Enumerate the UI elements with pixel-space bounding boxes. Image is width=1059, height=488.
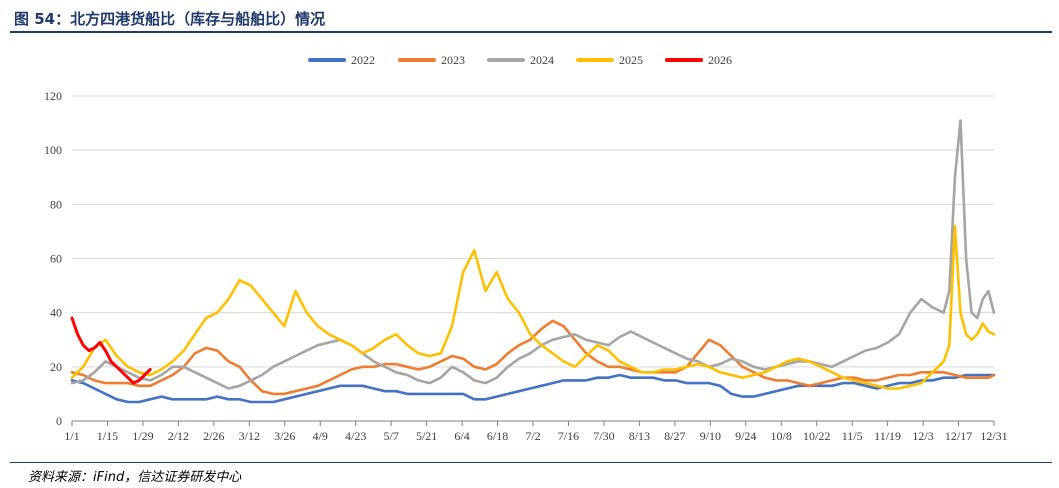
y-tick-label: 0 — [56, 414, 62, 428]
x-tick-label: 12/31 — [980, 429, 1007, 443]
series-line-2024 — [70, 119, 996, 390]
x-tick-label: 2/26 — [203, 429, 224, 443]
x-tick-label: 12/17 — [945, 429, 972, 443]
legend-label-2022: 2022 — [351, 53, 375, 67]
legend-label-2024: 2024 — [530, 53, 554, 67]
x-tick-label: 5/7 — [383, 429, 398, 443]
x-tick-label: 6/18 — [487, 429, 508, 443]
source-note: 资料来源：iFind，信达证券研发中心 — [28, 470, 242, 485]
x-tick-label: 12/3 — [912, 429, 933, 443]
gridlines — [72, 95, 994, 368]
x-tick-label: 7/2 — [525, 429, 540, 443]
y-tick-label: 60 — [50, 252, 62, 266]
y-tick-label: 80 — [50, 197, 62, 211]
axes: 0 20 40 60 80 100 120 1/1 1/15 1/29 2/12 2/26 3/12 3/… — [44, 89, 1008, 443]
x-tick-label: 4/23 — [345, 429, 366, 443]
x-tick-label: 5/21 — [416, 429, 437, 443]
x-tick-label: 7/30 — [593, 429, 614, 443]
series-line-2022 — [70, 373, 996, 404]
x-tick-label: 8/27 — [664, 429, 685, 443]
x-tick-label: 1/15 — [97, 429, 118, 443]
x-tick-label: 1/1 — [64, 429, 79, 443]
x-tick-label: 3/12 — [239, 429, 260, 443]
x-tick-label: 9/10 — [700, 429, 721, 443]
legend-label-2025: 2025 — [619, 53, 643, 67]
series-line-2025 — [70, 224, 996, 390]
legend-label-2023: 2023 — [441, 53, 465, 67]
x-tick-label: 10/8 — [771, 429, 792, 443]
series-lines — [70, 119, 996, 404]
x-tick-label: 4/9 — [313, 429, 328, 443]
series-line-2026 — [70, 316, 152, 385]
x-tick-label: 6/4 — [454, 429, 469, 443]
x-tick-label: 10/22 — [803, 429, 830, 443]
y-tick-label: 120 — [44, 89, 62, 103]
x-tick-label: 11/5 — [842, 429, 863, 443]
legend-label-2026: 2026 — [708, 53, 732, 67]
x-tick-label: 9/24 — [735, 429, 756, 443]
x-tick-label: 7/16 — [558, 429, 579, 443]
title-rule — [10, 31, 1052, 33]
y-tick-label: 100 — [44, 143, 62, 157]
x-tick-label: 11/19 — [874, 429, 901, 443]
x-tick-label: 2/12 — [168, 429, 189, 443]
y-tick-label: 20 — [50, 360, 62, 374]
figure-title: 图 54：北方四港货船比（库存与船舶比）情况 — [14, 10, 326, 28]
legend: 2022 2023 2024 2025 2026 — [308, 53, 732, 67]
footer-rule — [10, 462, 1052, 463]
x-tick-label: 8/13 — [629, 429, 650, 443]
x-tick-label: 3/26 — [274, 429, 295, 443]
x-tick-label: 1/29 — [132, 429, 153, 443]
y-tick-label: 40 — [50, 306, 62, 320]
